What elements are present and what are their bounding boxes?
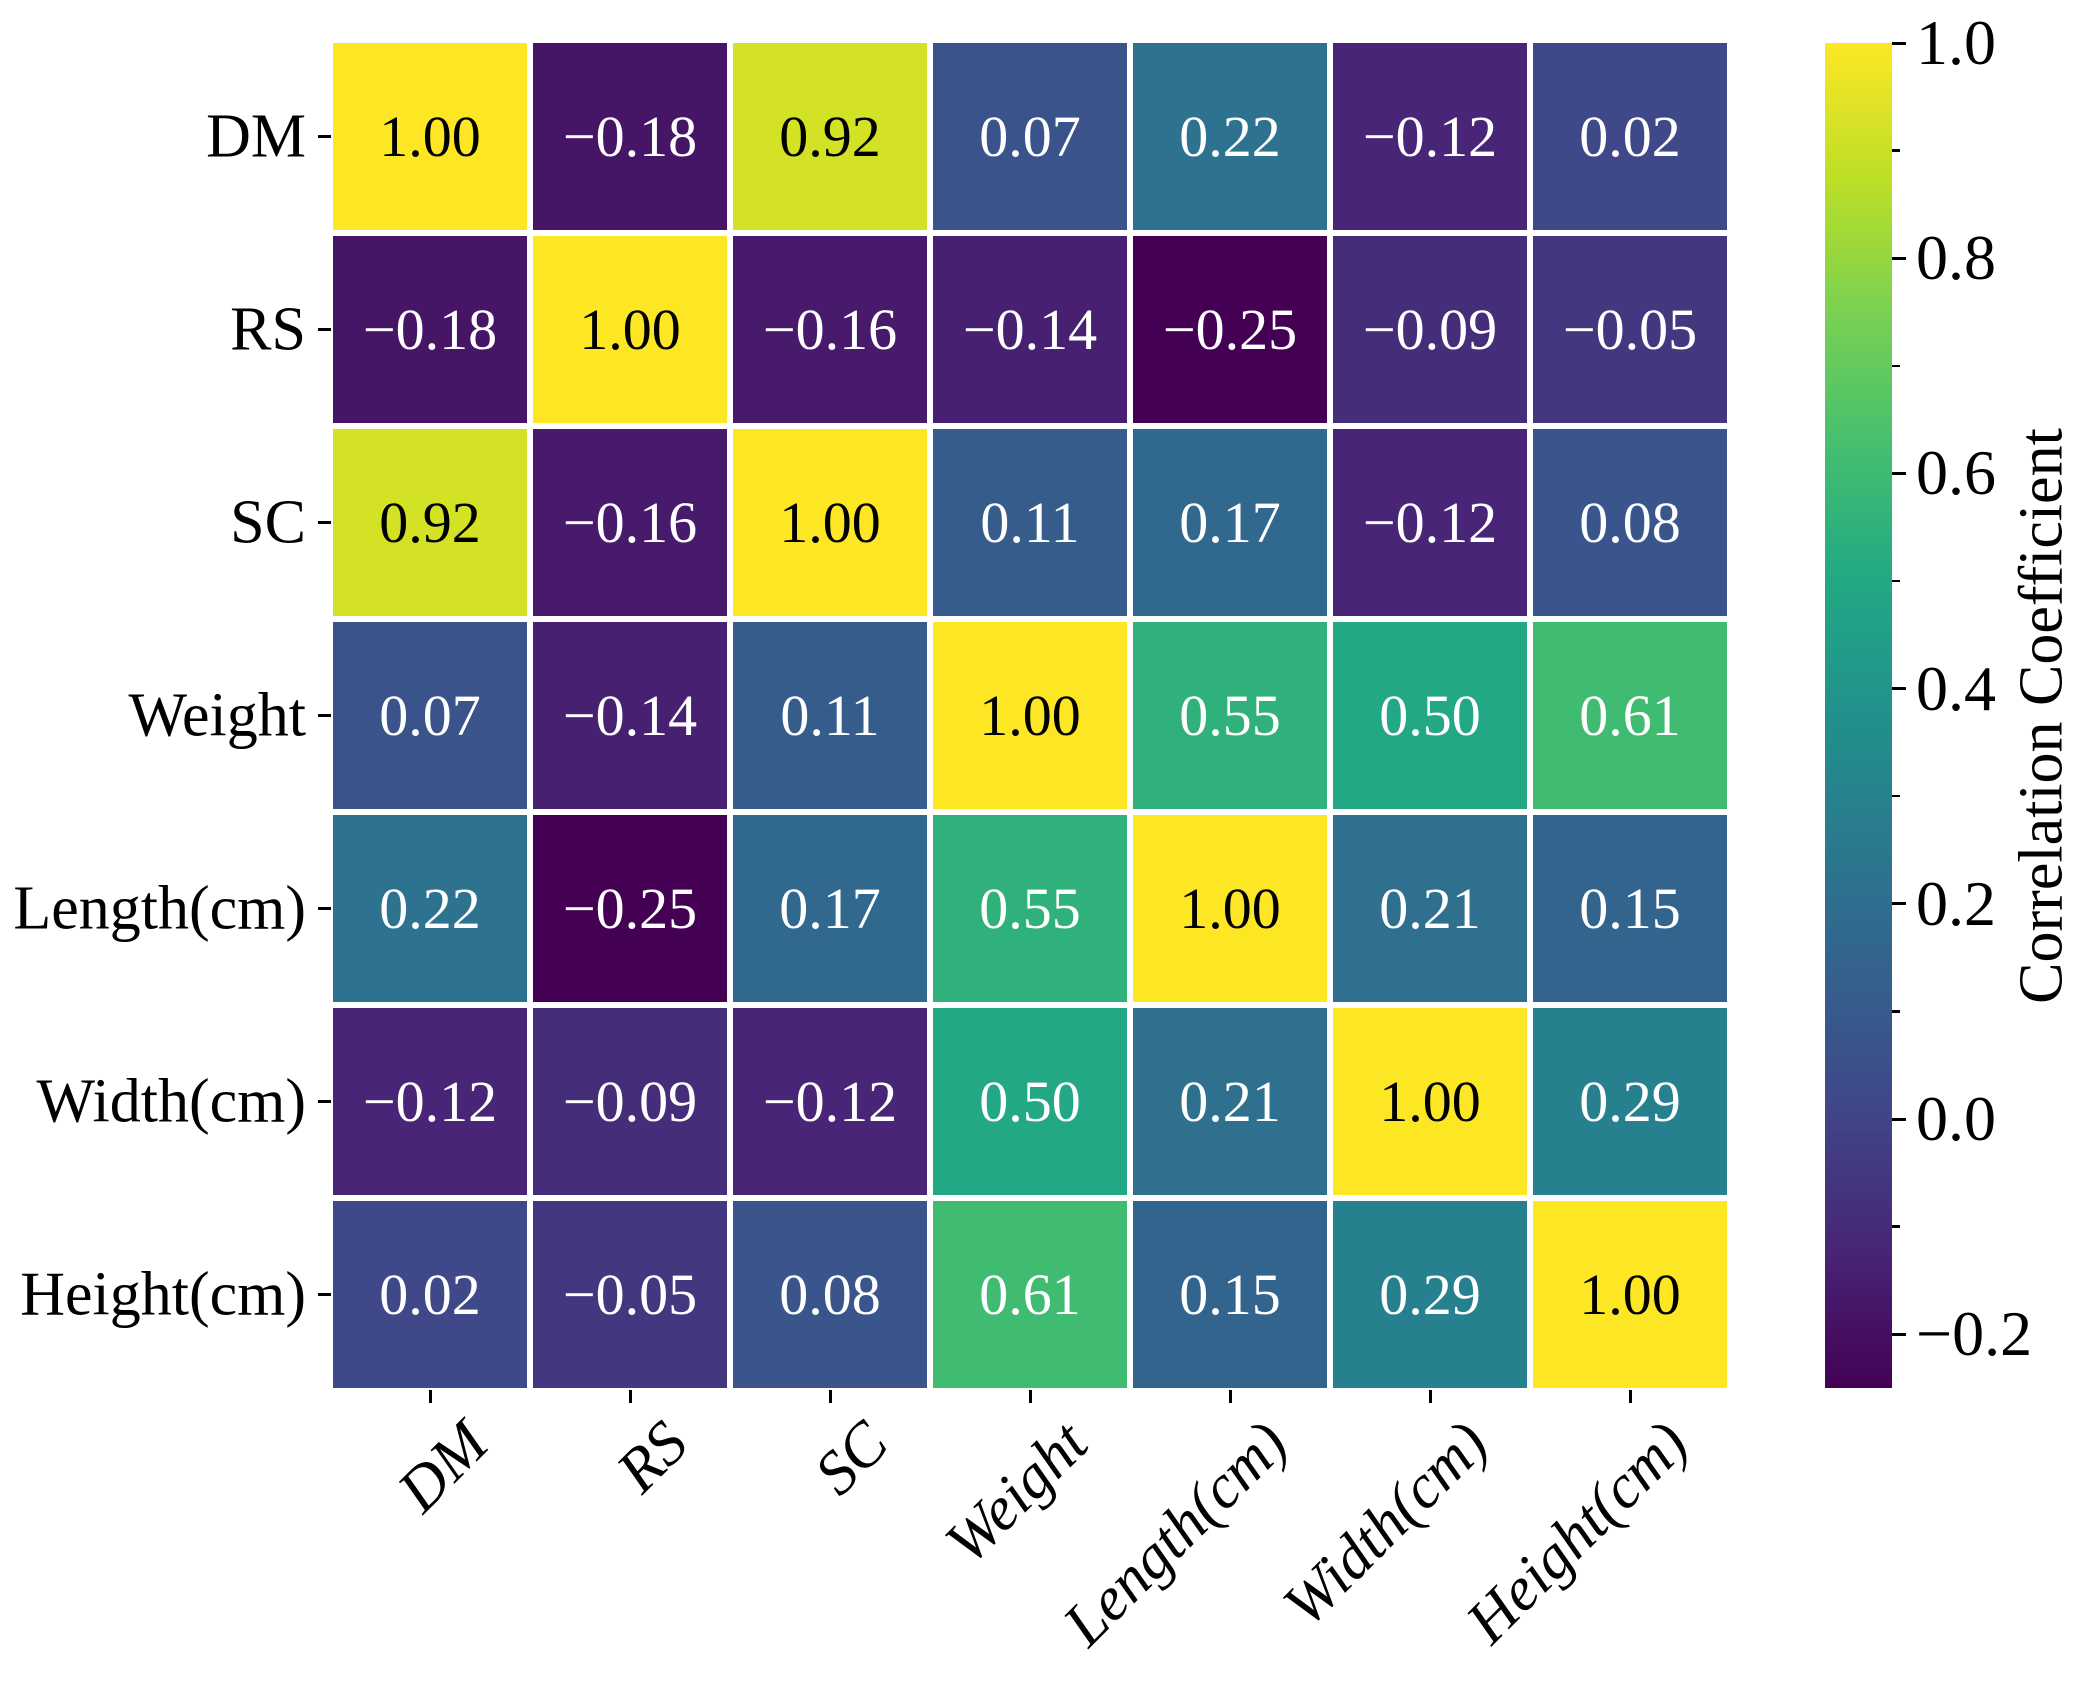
colorbar-title: Correlation Coefficient (2007, 428, 2076, 1004)
heatmap-cell: −0.14 (933, 236, 1127, 423)
heatmap-cell: 1.00 (533, 236, 727, 423)
heatmap-cell: −0.09 (533, 1008, 727, 1195)
heatmap-cell: −0.12 (733, 1008, 927, 1195)
heatmap-cell: 0.15 (1533, 815, 1727, 1002)
y-axis-tick-mark (318, 135, 331, 138)
y-axis-tick-label: Weight (128, 681, 306, 749)
heatmap-cell: −0.14 (533, 622, 727, 809)
x-axis-tick-label: SC (801, 1408, 901, 1508)
heatmap-cell: 0.07 (333, 622, 527, 809)
colorbar-major-tick (1892, 1332, 1906, 1336)
heatmap-cell: 0.29 (1333, 1201, 1527, 1388)
colorbar-major-tick (1892, 902, 1906, 906)
heatmap-cell: 0.29 (1533, 1008, 1727, 1195)
x-axis-tick-mark (828, 1390, 832, 1403)
y-axis-tick-mark (318, 1100, 331, 1103)
colorbar-minor-tick (1892, 794, 1900, 798)
heatmap-cell: 0.50 (933, 1008, 1127, 1195)
y-axis-tick-label: RS (230, 295, 306, 363)
heatmap-cell: 0.92 (733, 43, 927, 230)
y-axis-tick-mark (318, 1293, 331, 1296)
heatmap-cell: −0.16 (533, 429, 727, 616)
y-axis-tick-mark (318, 521, 331, 524)
x-axis-tick-label: DM (384, 1408, 501, 1525)
heatmap-cell: 0.21 (1133, 1008, 1327, 1195)
y-axis-tick-mark (318, 714, 331, 717)
heatmap-cell: −0.16 (733, 236, 927, 423)
colorbar-minor-tick (1892, 364, 1900, 368)
heatmap-cell: −0.25 (1133, 236, 1327, 423)
heatmap-cell: 0.22 (1133, 43, 1327, 230)
heatmap-cell: −0.12 (333, 1008, 527, 1195)
heatmap-grid: 1.00 −0.18 0.92 0.07 0.22 −0.12 0.02 −0.18 1.00−… (333, 43, 1727, 1388)
x-axis-tick-mark (1428, 1390, 1432, 1403)
x-axis-tick-mark (1628, 1390, 1632, 1403)
colorbar-tick-label: 0.6 (1916, 437, 1996, 509)
heatmap-cell: 1.00 (1533, 1201, 1727, 1388)
heatmap-cell: 0.22 (333, 815, 527, 1002)
heatmap-cell: −0.09 (1333, 236, 1527, 423)
colorbar-minor-tick (1892, 1010, 1900, 1013)
heatmap-cell: 0.55 (933, 815, 1127, 1002)
heatmap-cell: 0.55 (1133, 622, 1327, 809)
heatmap-cell: 1.00 (1333, 1008, 1527, 1195)
heatmap-cell: −0.18 (533, 43, 727, 230)
heatmap-cell: −0.18 (333, 236, 527, 423)
colorbar-major-tick (1892, 471, 1906, 475)
x-axis-tick-mark (628, 1390, 632, 1403)
heatmap-cell: −0.25 (533, 815, 727, 1002)
heatmap-cell: 0.15 (1133, 1201, 1327, 1388)
heatmap-cell: 0.17 (733, 815, 927, 1002)
heatmap-cell: 0.21 (1333, 815, 1527, 1002)
x-axis-tick-mark (1028, 1390, 1032, 1403)
colorbar-minor-tick (1892, 149, 1900, 152)
heatmap-cell: 1.00 (333, 43, 527, 230)
heatmap-cell: −0.12 (1333, 429, 1527, 616)
colorbar-major-tick (1892, 1117, 1906, 1121)
heatmap-cell: −0.12 (1333, 43, 1527, 230)
x-axis-tick-mark (428, 1390, 432, 1403)
heatmap-cell: 1.00 (1133, 815, 1327, 1002)
colorbar-minor-tick (1892, 1225, 1900, 1228)
colorbar-major-tick (1892, 256, 1906, 260)
x-axis-tick-label: Weight (932, 1408, 1101, 1577)
heatmap-cell: −0.05 (1533, 236, 1727, 423)
heatmap-cell: 0.50 (1333, 622, 1527, 809)
y-axis-tick-mark (318, 907, 331, 910)
heatmap-cell: 0.61 (1533, 622, 1727, 809)
y-axis-tick-mark (318, 328, 331, 331)
colorbar-tick-label: 1.0 (1916, 7, 1996, 78)
heatmap-cell: −0.05 (533, 1201, 727, 1388)
heatmap-cell: 0.08 (733, 1201, 927, 1388)
x-axis-tick-label: RS (604, 1408, 701, 1506)
colorbar-major-tick (1892, 41, 1906, 45)
colorbar-tick-label: −0.2 (1916, 1298, 2033, 1370)
colorbar-tick-label: 0.0 (1916, 1083, 1996, 1154)
y-axis-tick-label: Width(cm) (36, 1067, 306, 1135)
y-axis-tick-label: Height(cm) (20, 1260, 306, 1328)
heatmap-cell: 0.02 (333, 1201, 527, 1388)
colorbar-tick-label: 0.4 (1916, 652, 1996, 724)
y-axis-tick-label: Length(cm) (13, 874, 306, 942)
colorbar-major-tick (1892, 687, 1906, 691)
heatmap-cell: 0.11 (933, 429, 1127, 616)
colorbar-tick-label: 0.2 (1916, 867, 1996, 939)
heatmap-cell: 0.08 (1533, 429, 1727, 616)
heatmap-cell: 0.92 (333, 429, 527, 616)
heatmap-cell: 1.00 (733, 429, 927, 616)
heatmap-cell: 0.17 (1133, 429, 1327, 616)
heatmap-cell: 0.07 (933, 43, 1127, 230)
colorbar-tick-label: 0.8 (1916, 222, 1996, 294)
heatmap-cell: 0.02 (1533, 43, 1727, 230)
heatmap-cell: 1.00 (933, 622, 1127, 809)
x-axis-tick-mark (1228, 1390, 1232, 1403)
colorbar-minor-tick (1892, 579, 1900, 583)
y-axis-tick-label: SC (230, 488, 306, 556)
y-axis-tick-label: DM (206, 102, 306, 170)
heatmap-cell: 0.61 (933, 1201, 1127, 1388)
heatmap-cell: 0.11 (733, 622, 927, 809)
colorbar-gradient (1825, 43, 1892, 1388)
